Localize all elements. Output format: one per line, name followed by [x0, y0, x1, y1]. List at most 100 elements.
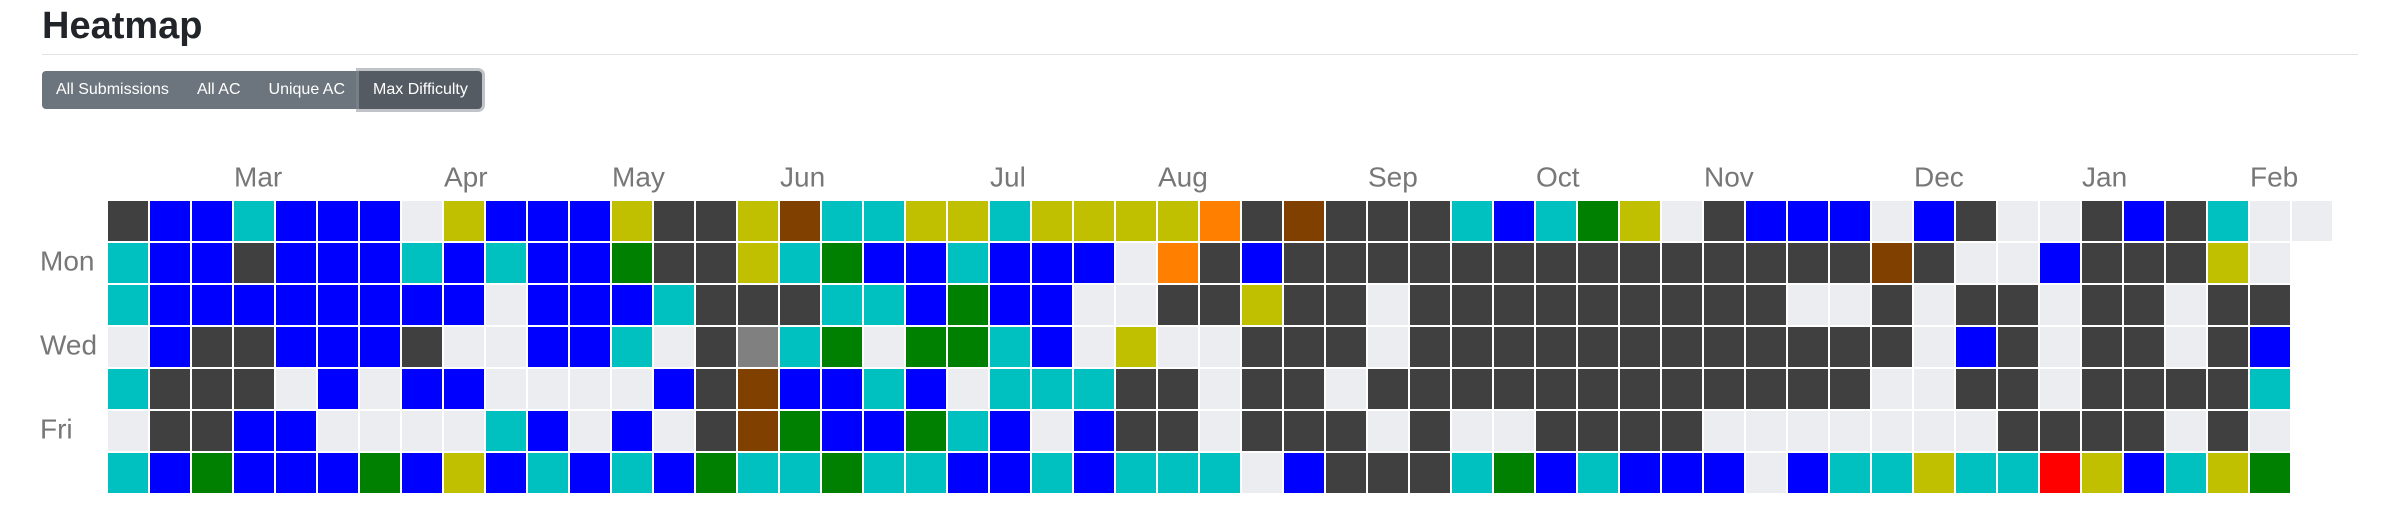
heatmap-cell — [192, 285, 232, 325]
heatmap-cell — [1326, 327, 1366, 367]
month-label: Sep — [1368, 161, 1418, 192]
heatmap-cell — [1242, 285, 1282, 325]
heatmap-cell — [402, 327, 442, 367]
heatmap-cell — [1284, 369, 1324, 409]
heatmap-cell — [906, 243, 946, 283]
heatmap-cell — [444, 201, 484, 241]
heatmap-cell — [1662, 285, 1702, 325]
heatmap-cell — [948, 369, 988, 409]
heatmap-cell — [1158, 369, 1198, 409]
heatmap-cell — [696, 201, 736, 241]
heatmap-cell — [1158, 201, 1198, 241]
heatmap-cell — [948, 285, 988, 325]
heatmap-cell — [234, 369, 274, 409]
heatmap-cell — [318, 369, 358, 409]
heatmap-cell — [2124, 285, 2164, 325]
heatmap-cell — [1998, 369, 2038, 409]
heatmap-cell — [1200, 327, 1240, 367]
heatmap-cell — [2040, 411, 2080, 451]
heatmap-cell — [486, 243, 526, 283]
heatmap-cell — [1452, 285, 1492, 325]
heatmap-cell — [318, 285, 358, 325]
heatmap-cell — [402, 369, 442, 409]
heatmap-cell — [2208, 243, 2248, 283]
heatmap-cell — [1074, 411, 1114, 451]
heatmap-cell — [2040, 369, 2080, 409]
heatmap-cell — [2040, 285, 2080, 325]
heatmap-cell — [1998, 243, 2038, 283]
heatmap-cell — [1074, 243, 1114, 283]
heatmap-cell — [2166, 411, 2206, 451]
heatmap-cell — [864, 285, 904, 325]
heatmap-cell — [1032, 369, 1072, 409]
heatmap-cell — [696, 285, 736, 325]
heatmap-cell — [1662, 327, 1702, 367]
heatmap-cell — [1494, 327, 1534, 367]
heatmap-cell — [108, 411, 148, 451]
heatmap-cell — [1158, 453, 1198, 493]
heatmap-cell — [1200, 453, 1240, 493]
heatmap-cell — [1116, 327, 1156, 367]
heatmap-cell — [1788, 285, 1828, 325]
heatmap-cell — [2040, 243, 2080, 283]
heatmap-cell — [948, 327, 988, 367]
heatmap-cell — [360, 201, 400, 241]
heatmap-cell — [2292, 201, 2332, 241]
heatmap-cell — [1662, 201, 1702, 241]
filter-button[interactable]: Unique AC — [254, 71, 360, 109]
heatmap-cell — [822, 201, 862, 241]
heatmap-cell — [1746, 453, 1786, 493]
heatmap-cell — [1620, 243, 1660, 283]
heatmap-cell — [1620, 369, 1660, 409]
heatmap-cell — [2166, 327, 2206, 367]
heatmap-cell — [444, 453, 484, 493]
heatmap-cell — [1494, 411, 1534, 451]
heatmap-cell — [1074, 201, 1114, 241]
heatmap-cell — [1914, 243, 1954, 283]
heatmap-cell — [570, 243, 610, 283]
heatmap-cell — [1200, 201, 1240, 241]
heatmap-cell — [402, 453, 442, 493]
heatmap-cell — [1998, 453, 2038, 493]
heatmap-cell — [1242, 327, 1282, 367]
heatmap-cell — [2166, 201, 2206, 241]
filter-button[interactable]: All Submissions — [42, 71, 183, 109]
heatmap-cell — [1956, 411, 1996, 451]
heatmap-cell — [318, 453, 358, 493]
heatmap-cell — [1074, 327, 1114, 367]
heatmap-cell — [1074, 285, 1114, 325]
heatmap-cell — [1410, 411, 1450, 451]
heatmap-cell — [948, 201, 988, 241]
heatmap-cell — [906, 369, 946, 409]
filter-button[interactable]: All AC — [182, 71, 255, 109]
heatmap-cell — [1956, 285, 1996, 325]
heatmap-cell — [780, 243, 820, 283]
heatmap-cell — [1830, 201, 1870, 241]
heatmap-cell — [1158, 411, 1198, 451]
heatmap-cell — [1536, 411, 1576, 451]
heatmap-cell — [612, 327, 652, 367]
heatmap-cell — [990, 243, 1030, 283]
heatmap-cell — [1914, 327, 1954, 367]
heatmap-cell — [570, 285, 610, 325]
heatmap-cell — [1578, 453, 1618, 493]
heatmap-cell — [1494, 369, 1534, 409]
heatmap-cell — [2208, 327, 2248, 367]
heatmap-cell — [444, 243, 484, 283]
heatmap-cell — [612, 285, 652, 325]
heatmap-cell — [1032, 453, 1072, 493]
heatmap-cell — [1284, 201, 1324, 241]
heatmap-cell — [990, 453, 1030, 493]
filter-button[interactable]: Max Difficulty — [359, 71, 482, 109]
heatmap-cell — [1998, 411, 2038, 451]
heatmap-cell — [822, 369, 862, 409]
heatmap-cell — [234, 327, 274, 367]
heatmap-cell — [276, 411, 316, 451]
heatmap-cell — [1788, 243, 1828, 283]
heatmap-cell — [150, 201, 190, 241]
heatmap-cell — [150, 369, 190, 409]
heatmap-cell — [1368, 411, 1408, 451]
heatmap-cell — [1662, 411, 1702, 451]
heatmap-cell — [1032, 327, 1072, 367]
